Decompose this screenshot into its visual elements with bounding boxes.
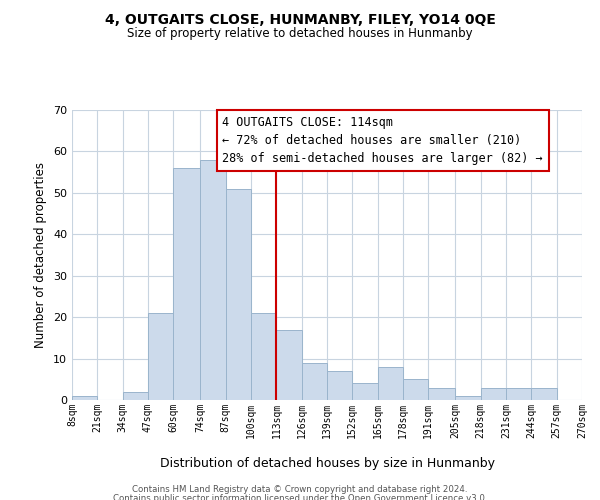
Bar <box>481 388 506 400</box>
Bar <box>403 380 428 400</box>
Bar <box>251 313 277 400</box>
Bar <box>352 384 377 400</box>
Text: Distribution of detached houses by size in Hunmanby: Distribution of detached houses by size … <box>160 458 494 470</box>
Bar <box>173 168 200 400</box>
Text: 4, OUTGAITS CLOSE, HUNMANBY, FILEY, YO14 0QE: 4, OUTGAITS CLOSE, HUNMANBY, FILEY, YO14… <box>104 12 496 26</box>
Text: Contains public sector information licensed under the Open Government Licence v3: Contains public sector information licen… <box>113 494 487 500</box>
Text: Contains HM Land Registry data © Crown copyright and database right 2024.: Contains HM Land Registry data © Crown c… <box>132 485 468 494</box>
Bar <box>148 313 173 400</box>
Y-axis label: Number of detached properties: Number of detached properties <box>34 162 47 348</box>
Bar <box>428 388 455 400</box>
Bar <box>532 388 557 400</box>
Bar <box>226 188 251 400</box>
Bar <box>277 330 302 400</box>
Bar <box>506 388 532 400</box>
Text: Size of property relative to detached houses in Hunmanby: Size of property relative to detached ho… <box>127 28 473 40</box>
Bar <box>200 160 226 400</box>
Bar <box>455 396 481 400</box>
Bar <box>377 367 403 400</box>
Bar <box>302 362 327 400</box>
Bar <box>72 396 97 400</box>
Text: 4 OUTGAITS CLOSE: 114sqm
← 72% of detached houses are smaller (210)
28% of semi-: 4 OUTGAITS CLOSE: 114sqm ← 72% of detach… <box>223 116 543 165</box>
Bar <box>327 371 352 400</box>
Bar <box>122 392 148 400</box>
